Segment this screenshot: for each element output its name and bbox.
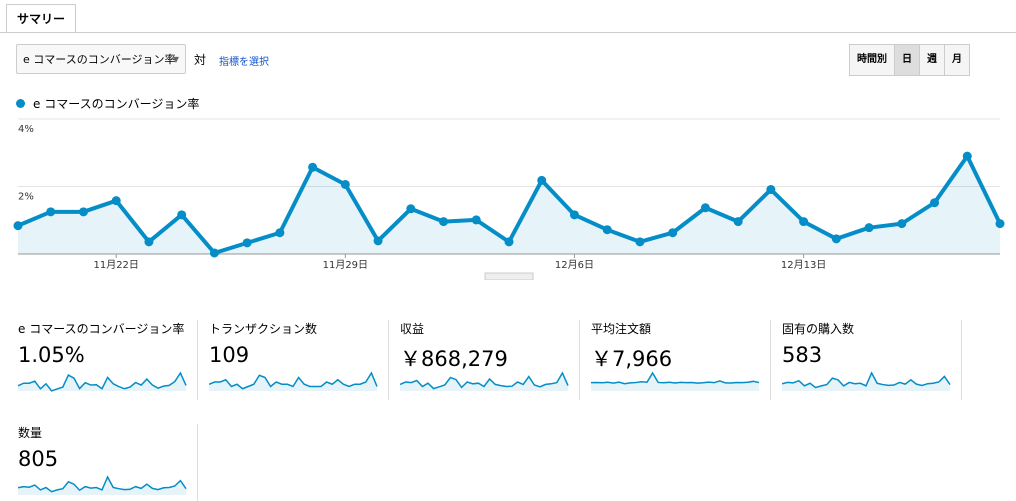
sparkline-area — [209, 373, 377, 391]
metric-label: 数量 — [18, 426, 43, 440]
sparkline — [782, 371, 951, 391]
point — [799, 217, 809, 227]
metric-card: 平均注文額 ￥7,966 — [591, 320, 771, 400]
caret: ▼ — [172, 55, 179, 64]
granularity-button[interactable]: 週 — [919, 44, 945, 76]
point — [668, 228, 678, 238]
dropdown-label: e コマースのコンバージョン率 — [23, 53, 176, 66]
point — [537, 175, 547, 185]
legend-label: e コマースのコンバージョン率 — [33, 97, 200, 111]
sparkline-area — [18, 477, 186, 495]
sparkline-line — [400, 371, 569, 390]
tab[interactable]: サマリー — [6, 4, 77, 33]
sparkline — [18, 475, 187, 495]
x-tick-label: 12月6日 — [555, 259, 594, 271]
y-tick-label: 2% — [18, 192, 34, 203]
sparkline-area — [18, 373, 186, 391]
sparkline — [209, 371, 378, 391]
y-tick-label: 4% — [18, 124, 34, 135]
point — [864, 223, 874, 233]
sparkline-line — [18, 371, 187, 392]
metric-label: e コマースのコンバージョン率 — [18, 322, 185, 336]
metric-value: 583 — [782, 343, 823, 367]
point — [962, 151, 972, 161]
select-metric-link[interactable]: 指標を選択 — [219, 57, 269, 68]
sparkline — [18, 371, 187, 392]
card-separator — [197, 320, 198, 400]
point — [209, 248, 219, 258]
metric-card: e コマースのコンバージョン率 1.05% — [18, 320, 198, 400]
card-separator — [579, 320, 580, 400]
point — [733, 217, 743, 227]
granularity-button[interactable]: 月 — [944, 44, 970, 76]
point — [177, 210, 187, 220]
metric-card: トランザクション数 109 — [209, 320, 389, 400]
metric-label: 収益 — [400, 322, 425, 336]
area — [18, 156, 1000, 254]
point — [308, 162, 318, 172]
point — [46, 207, 56, 217]
point — [504, 237, 514, 247]
granularity-button[interactable]: 時間別 — [849, 44, 895, 76]
point — [831, 234, 841, 244]
sparkline-line — [591, 371, 760, 385]
point — [242, 238, 252, 248]
x-tick-label: 11月22日 — [93, 259, 138, 271]
metric-value: 109 — [209, 343, 250, 367]
metric-value: 1.05% — [18, 343, 85, 367]
sparkline-area — [400, 373, 568, 391]
point — [340, 179, 350, 189]
point — [13, 221, 23, 231]
point — [766, 185, 776, 195]
card-separator — [197, 424, 198, 501]
sparkline-line — [18, 475, 187, 493]
sparkline — [400, 371, 569, 391]
point — [602, 225, 612, 235]
metric-card: 固有の購入数 583 — [782, 320, 962, 400]
point — [275, 228, 285, 238]
point — [144, 237, 154, 247]
point — [439, 217, 449, 227]
granularity-button[interactable]: 日 — [894, 44, 920, 76]
legend: e コマースのコンバージョン率 — [16, 95, 199, 112]
sparkline-line — [782, 371, 951, 389]
point — [995, 219, 1005, 229]
chart: 2% 4% 11月22日 11月29日 12月6日 12月13日 — [13, 118, 1005, 280]
x-tick-label: 12月13日 — [781, 259, 826, 271]
sparkline-area — [591, 373, 759, 391]
point — [78, 207, 88, 217]
metric-dropdown[interactable]: e コマースのコンバージョン率 ▼ — [16, 44, 186, 74]
x-tick-label: 11月29日 — [323, 259, 368, 271]
point — [930, 198, 940, 208]
point — [111, 196, 121, 206]
point — [471, 215, 481, 225]
versus: 対 — [194, 53, 207, 67]
sparkline — [591, 371, 760, 391]
card-separator — [388, 320, 389, 400]
point — [635, 237, 645, 247]
card-separator — [961, 320, 962, 400]
point — [406, 204, 416, 214]
point — [373, 236, 383, 246]
point — [897, 219, 907, 229]
metric-value: ￥7,966 — [591, 347, 673, 371]
legend-dot — [16, 99, 25, 108]
metric-value: 805 — [18, 447, 59, 471]
sparkline-line — [209, 371, 378, 390]
point — [569, 210, 579, 220]
metric-card: 数量 805 — [18, 424, 198, 501]
card-separator — [770, 320, 771, 400]
metric-value: ￥868,279 — [400, 347, 508, 371]
divider — [0, 32, 1016, 33]
resize-handle[interactable] — [484, 272, 534, 280]
metric-card: 収益 ￥868,279 — [400, 320, 580, 400]
granularity: 時間別日週月 — [849, 44, 970, 76]
metric-label: 固有の購入数 — [782, 322, 855, 336]
metric-label: 平均注文額 — [591, 322, 652, 336]
point — [700, 203, 710, 213]
metric-label: トランザクション数 — [209, 322, 318, 336]
sparkline-area — [782, 373, 950, 391]
